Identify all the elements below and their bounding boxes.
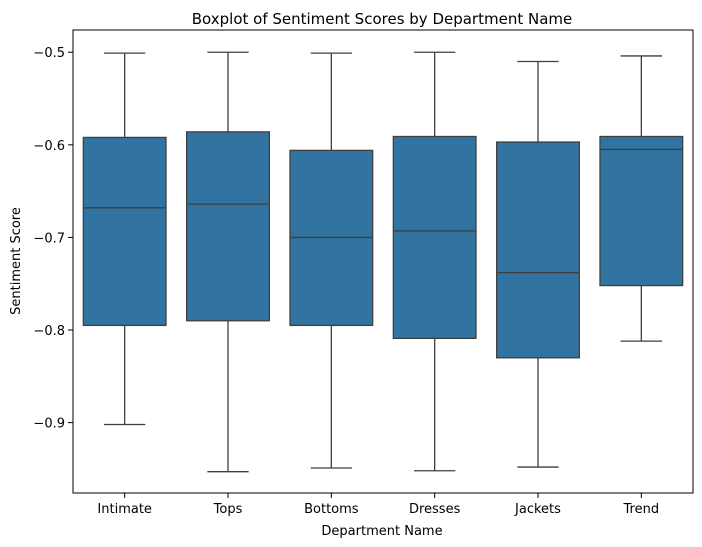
x-tick-label: Bottoms xyxy=(304,502,359,517)
y-tick-label: −0.7 xyxy=(33,231,65,246)
plot-boxes xyxy=(82,51,684,473)
x-axis: Intimate Tops Bottoms Dresses Jackets Trend xyxy=(97,493,659,517)
iqr-box xyxy=(496,141,580,359)
box-trend xyxy=(599,55,684,342)
y-tick-label: −0.9 xyxy=(33,417,65,432)
box-bottoms xyxy=(289,52,374,469)
y-tick-label: −0.6 xyxy=(33,139,65,154)
y-axis: −0.9 −0.8 −0.7 −0.6 −0.5 xyxy=(33,46,73,432)
x-tick-label: Dresses xyxy=(409,502,461,517)
y-axis-label: Sentiment Score xyxy=(9,207,24,315)
iqr-box xyxy=(186,131,270,322)
box-dresses xyxy=(392,51,477,472)
x-axis-label: Department Name xyxy=(321,524,442,539)
x-tick-label: Trend xyxy=(623,502,660,517)
x-tick-label: Tops xyxy=(213,502,243,517)
iqr-box xyxy=(82,136,167,327)
y-tick-label: −0.5 xyxy=(33,46,65,61)
chart-title: Boxplot of Sentiment Scores by Departmen… xyxy=(192,10,572,28)
box-jackets xyxy=(496,60,580,468)
box-intimate xyxy=(82,52,167,426)
iqr-box xyxy=(392,135,477,340)
box-tops xyxy=(186,51,270,473)
x-tick-label: Intimate xyxy=(97,502,152,517)
iqr-box xyxy=(599,135,684,287)
y-tick-label: −0.8 xyxy=(33,324,65,339)
x-tick-label: Jackets xyxy=(514,502,561,517)
plot-frame xyxy=(72,29,694,494)
